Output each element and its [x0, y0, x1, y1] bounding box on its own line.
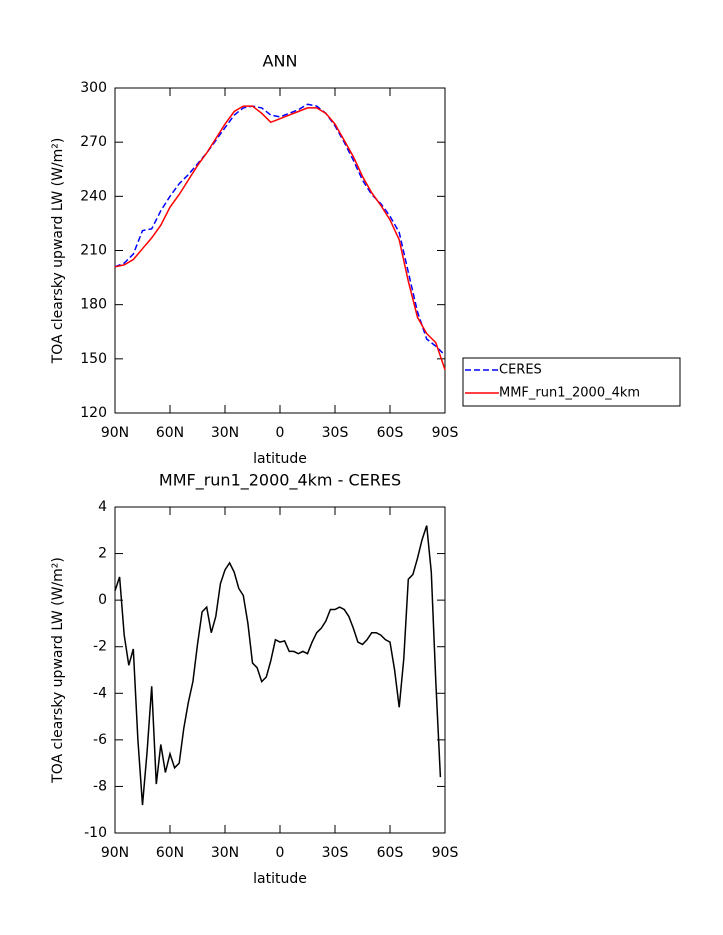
- plot-frame: [114, 506, 446, 834]
- y-tick-label: 2: [98, 546, 107, 562]
- x-tick-label: 30S: [322, 845, 349, 861]
- chart-title: MMF_run1_2000_4km - CERES: [159, 471, 401, 491]
- y-axis-label: TOA clearsky upward LW (W/m²): [50, 557, 66, 784]
- data-line: [114, 105, 446, 370]
- x-tick-label: 30S: [322, 425, 349, 441]
- x-tick-label: 60N: [156, 425, 184, 441]
- x-tick-label: 0: [276, 845, 285, 861]
- y-tick-label: 180: [80, 297, 107, 313]
- legend-label: CERES: [499, 363, 542, 378]
- x-tick-label: 60N: [156, 845, 184, 861]
- x-tick-label: 90S: [432, 845, 459, 861]
- x-tick-label: 0: [276, 425, 285, 441]
- data-line: [114, 103, 446, 356]
- x-tick-label: 60S: [377, 425, 404, 441]
- x-tick-label: 90N: [101, 425, 129, 441]
- y-tick-label: -2: [93, 639, 107, 655]
- y-axis-label: TOA clearsky upward LW (W/m²): [50, 138, 66, 365]
- x-axis-label: latitude: [253, 871, 307, 887]
- y-tick-label: 270: [80, 134, 107, 150]
- y-tick-label: -10: [84, 825, 107, 841]
- x-tick-label: 90S: [432, 425, 459, 441]
- y-tick-label: 300: [80, 80, 107, 96]
- x-tick-label: 30N: [211, 845, 239, 861]
- y-tick-label: 0: [98, 592, 107, 608]
- y-tick-label: -8: [93, 778, 107, 794]
- y-tick-label: -6: [93, 732, 107, 748]
- plot-frame: [114, 87, 446, 414]
- x-tick-label: 60S: [377, 845, 404, 861]
- x-tick-label: 90N: [101, 845, 129, 861]
- y-tick-label: 210: [80, 243, 107, 259]
- y-tick-label: -4: [93, 685, 107, 701]
- x-tick-label: 30N: [211, 425, 239, 441]
- chart-title: ANN: [263, 52, 298, 71]
- data-line: [114, 525, 442, 806]
- x-axis-label: latitude: [253, 451, 307, 467]
- y-tick-label: 150: [80, 351, 107, 367]
- legend-box: [462, 357, 681, 407]
- y-tick-label: 240: [80, 188, 107, 204]
- y-tick-label: 4: [98, 499, 107, 515]
- y-tick-label: 120: [80, 405, 107, 421]
- legend-label: MMF_run1_2000_4km: [499, 386, 640, 401]
